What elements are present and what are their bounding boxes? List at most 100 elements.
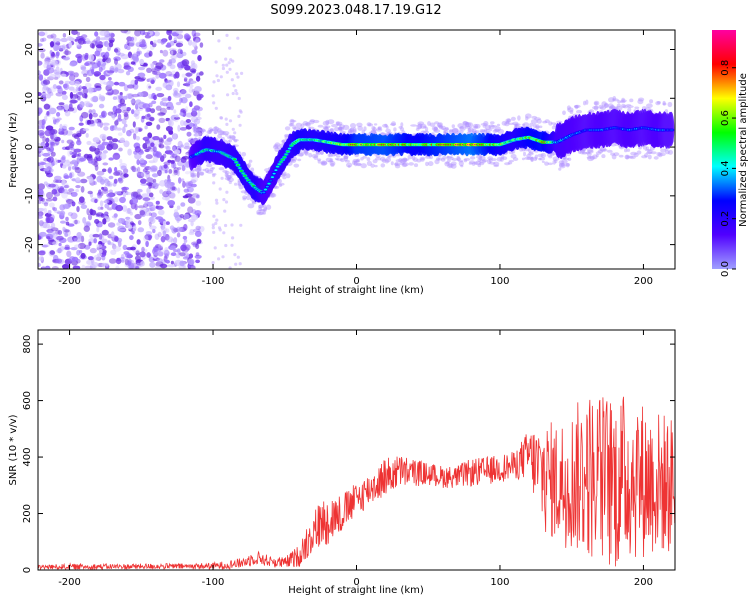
noise-speckle [50, 133, 55, 140]
noise-speckle [222, 231, 226, 235]
noise-speckle [176, 232, 181, 238]
spectrogram-y-ticks: -20 -10 0 10 20 [24, 43, 675, 253]
ridge-halo-dot [585, 151, 591, 155]
noise-speckle [103, 126, 109, 131]
ridge-halo-dot [302, 121, 309, 126]
ridge-halo-dot [340, 130, 346, 134]
noise-speckle [103, 200, 110, 204]
noise-speckle [114, 120, 119, 126]
noise-speckle [236, 75, 240, 79]
ridge-halo-dot [515, 123, 520, 130]
ridge-halo-dot [480, 130, 487, 134]
x-tick-label: -100 [202, 577, 225, 588]
noise-speckle [102, 186, 108, 192]
ridge-halo-dot [329, 161, 336, 166]
noise-speckle [190, 64, 196, 69]
ridge-halo-dot [204, 167, 210, 173]
noise-speckle [215, 201, 219, 205]
noise-speckle [185, 93, 192, 99]
noise-speckle [133, 133, 137, 140]
ridge-halo-dot [247, 203, 255, 209]
noise-speckle [50, 53, 56, 58]
noise-speckle [52, 232, 58, 239]
noise-speckle [232, 84, 236, 88]
noise-speckle [181, 59, 190, 67]
noise-speckle [99, 249, 103, 254]
ridge-halo-dot [479, 161, 485, 166]
ridge-halo-dot [216, 128, 222, 133]
noise-speckle [188, 231, 195, 236]
colorbar-tick-label: 0.0 [720, 261, 731, 277]
ridge-halo-dot [556, 120, 563, 124]
noise-speckle [173, 87, 179, 93]
ridge-halo-dot [344, 159, 350, 163]
noise-speckle [50, 141, 55, 147]
noise-speckle [193, 36, 201, 43]
ridge-halo-dot [569, 109, 574, 115]
ridge-halo-dot [634, 106, 640, 110]
ridge-halo-dot [206, 169, 214, 174]
noise-speckle [111, 111, 116, 115]
ridge-halo-dot [277, 178, 282, 184]
ridge-halo-dot [619, 100, 626, 104]
noise-speckle [192, 228, 201, 233]
noise-speckle [111, 231, 115, 238]
ridge-halo-dot [208, 127, 214, 133]
noise-speckle [126, 40, 130, 46]
noise-speckle [145, 146, 152, 150]
noise-speckle [156, 124, 161, 130]
ridge-halo-dot [554, 159, 558, 164]
ridge-halo-dot [317, 124, 324, 128]
noise-speckle [45, 137, 50, 143]
noise-speckle [224, 117, 228, 121]
noise-speckle [159, 180, 166, 187]
noise-speckle [173, 167, 179, 173]
ridge-halo-dot [308, 120, 315, 125]
ridge-halo-dot [611, 154, 617, 160]
noise-speckle [38, 207, 45, 212]
noise-speckle [38, 262, 41, 267]
noise-speckle [59, 210, 66, 216]
snr-y-ticks: 0 200 400 600 800 [22, 335, 675, 573]
noise-speckle [185, 182, 192, 189]
noise-speckle [190, 214, 199, 221]
ridge-halo-dot [226, 177, 231, 182]
noise-speckle [170, 58, 177, 64]
colorbar-gradient [712, 30, 736, 269]
noise-speckle [47, 230, 56, 237]
ridge-halo-dot [230, 171, 235, 176]
ridge-halo-dot [412, 157, 418, 163]
noise-speckle [167, 159, 172, 163]
noise-speckle [71, 178, 77, 182]
ridge-halo-dot [349, 128, 354, 133]
ridge-halo-dot [535, 125, 540, 129]
noise-speckle [75, 86, 80, 92]
noise-speckle [50, 227, 59, 232]
snr-series-line [38, 396, 675, 570]
ridge-halo-dot [211, 173, 217, 176]
ridge-halo-dot [530, 156, 534, 162]
noise-speckle [117, 52, 125, 57]
noise-speckle [102, 58, 106, 62]
ridge-halo-dot [636, 150, 642, 155]
ridge-halo-dot [583, 100, 587, 106]
ridge-halo-dot [667, 149, 674, 155]
ridge-halo-dot [337, 127, 343, 130]
ridge-halo-dot [193, 129, 198, 133]
noise-speckle [106, 192, 114, 198]
noise-speckle [139, 58, 145, 66]
noise-speckle [153, 39, 157, 45]
ridge-halo-dot [189, 172, 195, 176]
ridge-halo-dot [456, 157, 462, 161]
ridge-halo-dot [667, 101, 673, 108]
noise-speckle [139, 210, 146, 216]
noise-speckle [82, 128, 90, 132]
ridge-halo-dot [425, 161, 429, 167]
noise-speckle [97, 144, 106, 151]
figure-title: S099.2023.048.17.19.G12 [270, 3, 441, 18]
ridge-halo-dot [444, 161, 450, 167]
ridge-halo-dot [276, 146, 282, 150]
noise-speckle [62, 83, 68, 89]
ridge-halo-dot [339, 124, 346, 129]
noise-speckle [157, 39, 163, 44]
